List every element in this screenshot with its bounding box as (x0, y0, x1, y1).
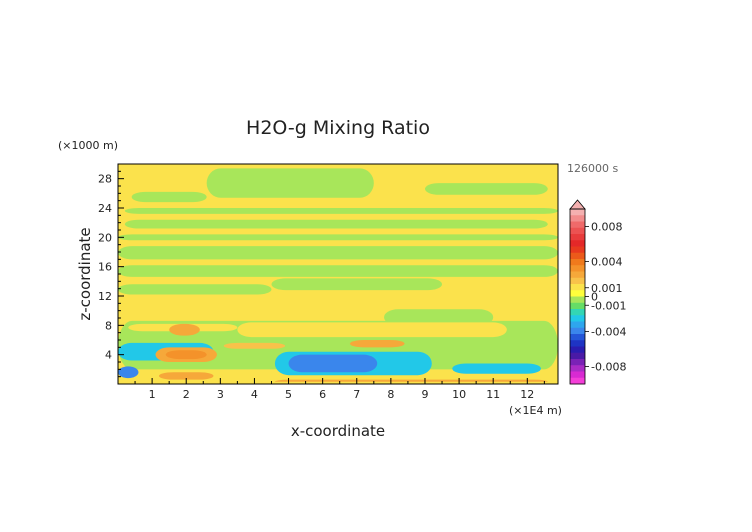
contour-region (118, 265, 558, 277)
y-tick-label: 12 (98, 290, 112, 303)
contour-region (237, 322, 507, 338)
colorbar-swatch (570, 371, 585, 379)
colorbar-swatch (570, 215, 585, 222)
x-tick-label: 2 (183, 388, 190, 401)
y-tick-label: 16 (98, 261, 112, 274)
contour-region (169, 323, 200, 336)
contour-region (223, 342, 286, 349)
y-tick-label: 20 (98, 231, 112, 244)
x-axis-unit: (×1E4 m) (509, 404, 562, 417)
colorbar-swatch (570, 246, 585, 254)
colorbar-swatch (570, 227, 585, 235)
x-tick-label: 5 (285, 388, 292, 401)
contour-region (124, 208, 558, 214)
y-tick-label: 28 (98, 173, 112, 186)
colorbar-swatch (570, 340, 585, 347)
colorbar-swatch (570, 290, 585, 297)
y-tick-label: 24 (98, 202, 112, 215)
colorbar-tick-label: 0.001 (591, 282, 623, 295)
colorbar-swatch (570, 234, 585, 241)
plot-area (117, 163, 559, 385)
colorbar-swatch (570, 365, 585, 372)
colorbar-swatch (570, 302, 585, 310)
contour-region (424, 183, 548, 195)
x-axis-label: x-coordinate (291, 422, 385, 440)
colorbar-swatch (570, 240, 585, 247)
colorbar-tick-label: -0.008 (591, 361, 626, 374)
colorbar-tick-label: 0 (591, 291, 598, 304)
colorbar-swatch (570, 259, 585, 266)
contour-region (131, 191, 207, 203)
colorbar-tick-label: -0.004 (591, 326, 626, 339)
colorbar-swatch (570, 321, 585, 329)
x-tick-label: 7 (353, 388, 360, 401)
colorbar-swatch (570, 309, 585, 316)
time-label: 126000 s (567, 162, 618, 175)
x-tick-label: 12 (520, 388, 534, 401)
x-tick-label: 11 (486, 388, 500, 401)
y-axis: 4 8 12 16 20 24 28 (98, 170, 124, 378)
y-tick-label: 8 (105, 319, 112, 332)
contour-region (271, 278, 443, 291)
contour-region (118, 246, 558, 260)
colorbar-swatch (570, 352, 585, 360)
contour-region (118, 381, 558, 384)
colorbar-swatch (570, 284, 585, 291)
colorbar-swatch (570, 209, 585, 216)
y-axis-unit: (×1000 m) (58, 139, 118, 152)
contour-region (118, 366, 139, 379)
x-tick-label: 1 (149, 388, 156, 401)
contour-region (165, 350, 207, 360)
colorbar-extend-arrow (569, 199, 586, 210)
colorbar-swatch (570, 277, 585, 285)
y-tick-label: 4 (105, 349, 112, 362)
contour-region (124, 219, 548, 229)
colorbar-swatch (570, 334, 585, 341)
x-tick-label: 9 (421, 388, 428, 401)
contour-region (349, 340, 405, 348)
colorbar-swatch (570, 296, 585, 304)
x-tick-label: 10 (452, 388, 466, 401)
colorbar-swatch (570, 346, 585, 354)
contour-region (118, 234, 558, 241)
colorbar-tick-label: 0.004 (591, 256, 623, 269)
y-axis-label: z-coordinate (76, 227, 94, 320)
colorbar-swatch (570, 221, 585, 229)
x-tick-label: 8 (387, 388, 394, 401)
x-axis: 1 2 3 4 5 6 7 8 9 10 11 12 (134, 378, 545, 401)
x-tick-label: 3 (217, 388, 224, 401)
colorbar-swatch (570, 315, 585, 322)
contour-region (158, 372, 214, 380)
contour-region (118, 284, 272, 295)
colorbar-tick-label: 0.008 (591, 221, 623, 234)
x-tick-label: 6 (319, 388, 326, 401)
colorbar-swatch (570, 252, 585, 260)
chart-title: H2O-g Mixing Ratio (246, 117, 430, 139)
colorbar-tick-label: -0.001 (591, 299, 626, 312)
colorbar-swatch (570, 377, 585, 385)
colorbar-swatch (570, 327, 585, 335)
contour-region (206, 168, 374, 198)
contour-region (288, 354, 378, 373)
colorbar-swatch (570, 265, 585, 272)
contour-region (452, 363, 541, 374)
contour-regions (118, 168, 558, 384)
colorbar-swatch (570, 359, 585, 366)
x-tick-label: 4 (251, 388, 258, 401)
colorbar-swatch (570, 271, 585, 279)
